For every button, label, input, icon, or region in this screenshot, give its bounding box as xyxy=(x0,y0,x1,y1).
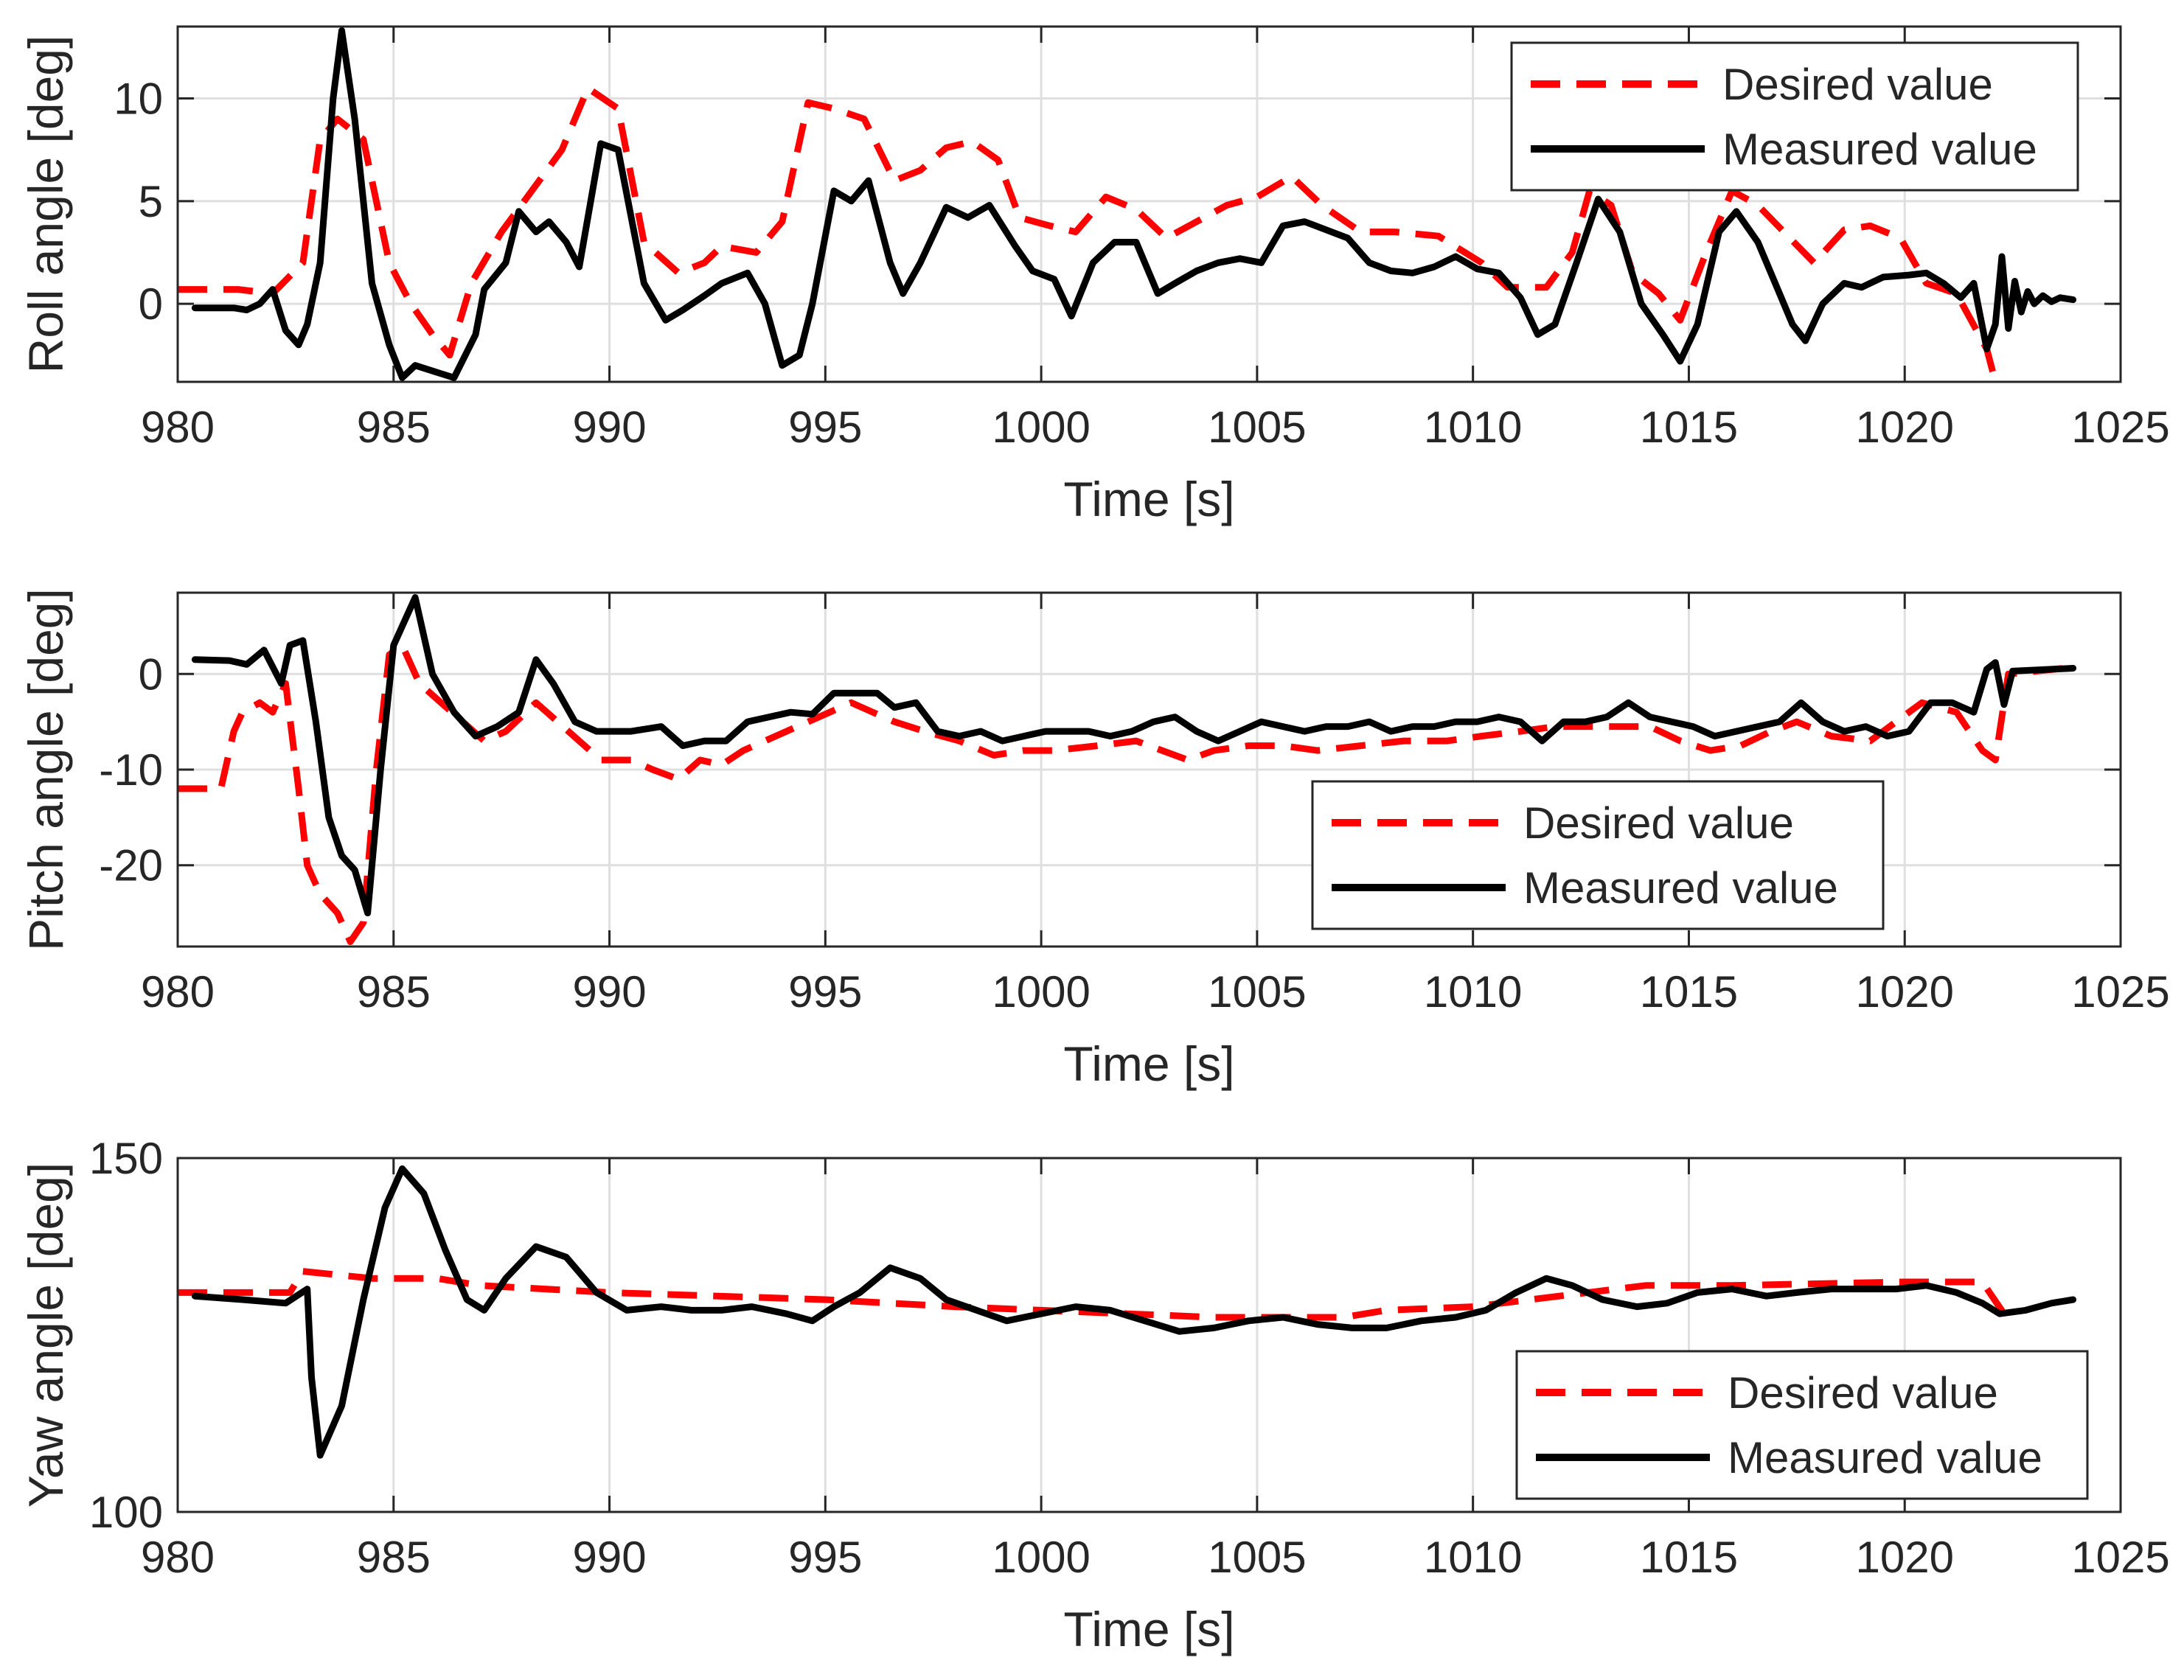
legend-label: Desired value xyxy=(1728,1368,1998,1418)
chart-panel-1: 980 985 990 995 1000 1005 1010 1015 1020 1025 0 5 10… xyxy=(18,25,2170,526)
y-tick-label: 10 xyxy=(114,74,163,124)
x-tick-label: 980 xyxy=(141,967,215,1017)
x-tick-label: 1015 xyxy=(1640,1533,1738,1582)
legend-box xyxy=(1515,1350,2089,1500)
x-tick-label: 1005 xyxy=(1208,1533,1306,1582)
x-tick-label: 1015 xyxy=(1640,402,1738,452)
x-tick-label: 990 xyxy=(573,1533,647,1582)
legend-label: Measured value xyxy=(1722,125,2037,174)
y-axis-title: Roll angle [deg] xyxy=(18,35,73,374)
measured-series-line xyxy=(191,27,2077,381)
x-tick-label: 1005 xyxy=(1208,402,1306,452)
x-tick-label: 995 xyxy=(788,967,862,1017)
legend: Desired value Measured value xyxy=(1311,780,1885,930)
x-tick-label: 1020 xyxy=(1855,402,1953,452)
y-tick-label: 150 xyxy=(89,1134,163,1183)
x-tick-label: 1025 xyxy=(2071,402,2169,452)
measured-series-line xyxy=(191,594,2077,917)
axes-box xyxy=(176,1157,2122,1513)
measured-series-line xyxy=(191,1165,2077,1459)
axes-box xyxy=(176,25,2122,383)
x-tick-label: 1000 xyxy=(992,967,1090,1017)
x-tick-label: 995 xyxy=(788,402,862,452)
x-tick-label: 980 xyxy=(141,1533,215,1582)
x-tick-label: 1000 xyxy=(992,1533,1090,1582)
x-tick-label: 1005 xyxy=(1208,967,1306,1017)
y-axis-title: Pitch angle [deg] xyxy=(18,588,73,951)
legend: Desired value Measured value xyxy=(1515,1350,2089,1500)
legend-box xyxy=(1311,780,1885,930)
x-tick-label: 1020 xyxy=(1855,967,1953,1017)
x-tick-label: 1020 xyxy=(1855,1533,1953,1582)
x-tick-label: 1010 xyxy=(1424,1533,1522,1582)
legend: Desired value Measured value xyxy=(1510,41,2079,192)
y-tick-label: 5 xyxy=(139,177,163,226)
chart-panel-2: 980 985 990 995 1000 1005 1010 1015 1020 1025 -20 -… xyxy=(18,588,2170,1091)
legend-label: Desired value xyxy=(1523,798,1794,848)
x-tick-label: 985 xyxy=(357,967,431,1017)
y-tick-label: 0 xyxy=(139,279,163,329)
x-tick-label: 990 xyxy=(573,402,647,452)
y-tick-label: -10 xyxy=(99,745,163,795)
x-tick-label: 990 xyxy=(573,967,647,1017)
x-tick-label: 985 xyxy=(357,402,431,452)
x-tick-label: 1000 xyxy=(992,402,1090,452)
x-tick-label: 985 xyxy=(357,1533,431,1582)
legend-box xyxy=(1510,41,2079,192)
x-tick-label: 1010 xyxy=(1424,402,1522,452)
legend-label: Measured value xyxy=(1728,1433,2042,1482)
x-tick-label: 1015 xyxy=(1640,967,1738,1017)
y-tick-label: 100 xyxy=(89,1488,163,1537)
x-tick-label: 1025 xyxy=(2071,1533,2169,1582)
y-tick-label: -20 xyxy=(99,841,163,890)
y-axis-title: Yaw angle [deg] xyxy=(18,1163,73,1508)
x-axis-title: Time [s] xyxy=(1063,1036,1234,1091)
x-axis-title: Time [s] xyxy=(1063,1602,1234,1656)
x-tick-label: 1010 xyxy=(1424,967,1522,1017)
x-tick-label: 1025 xyxy=(2071,967,2169,1017)
x-tick-label: 980 xyxy=(141,402,215,452)
x-tick-label: 995 xyxy=(788,1533,862,1582)
desired-series-line xyxy=(178,85,1999,382)
y-tick-label: 0 xyxy=(139,649,163,699)
legend-label: Measured value xyxy=(1523,863,1838,913)
x-axis-title: Time [s] xyxy=(1063,472,1234,526)
chart-panel-3: 980 985 990 995 1000 1005 1010 1015 1020 1025 100 1… xyxy=(18,1134,2170,1656)
legend-label: Desired value xyxy=(1722,60,1993,109)
